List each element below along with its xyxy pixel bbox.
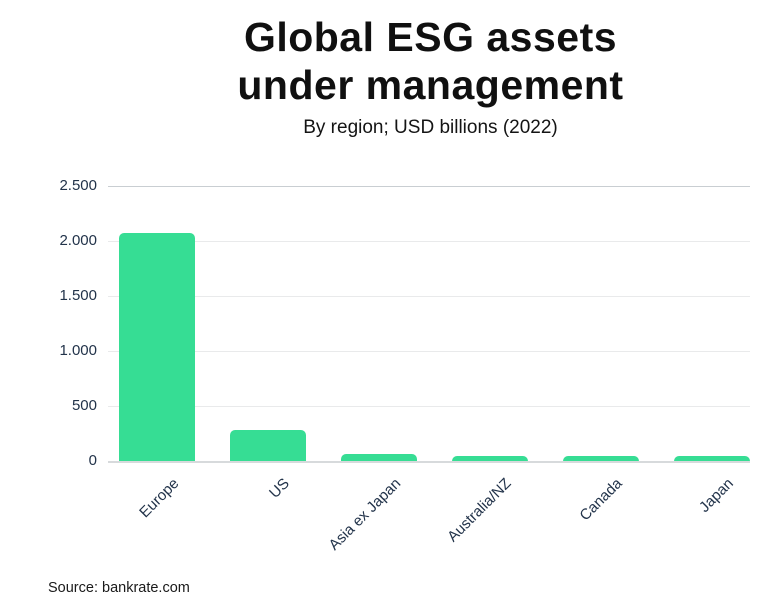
x-axis-tick-label: Japan <box>696 475 738 516</box>
gridline <box>108 241 750 242</box>
x-axis-baseline <box>108 461 750 463</box>
y-axis-tick-label: 1.000 <box>59 342 97 359</box>
y-axis-tick-label: 2.000 <box>59 232 97 249</box>
gridline <box>108 351 750 352</box>
gridline <box>108 406 750 407</box>
bar-asia-ex-japan <box>341 453 417 461</box>
bar-europe <box>119 233 195 461</box>
gridline <box>108 186 750 187</box>
x-axis-tick-label: Asia ex Japan <box>325 475 405 554</box>
y-axis-tick-label: 2.500 <box>59 177 97 194</box>
chart-header: Global ESG assets under management By re… <box>85 14 776 139</box>
chart-title-line-2: under management <box>237 61 624 108</box>
bar-australia-nz <box>452 455 528 461</box>
chart-subtitle: By region; USD billions (2022) <box>303 116 558 138</box>
source-attribution: Source: bankrate.com <box>48 580 190 596</box>
y-axis-tick-label: 500 <box>71 397 97 414</box>
x-axis-tick-label: Australia/NZ <box>444 475 516 546</box>
bar-us <box>230 429 306 461</box>
gridline <box>108 296 750 297</box>
y-axis-tick-label: 1.500 <box>59 287 97 304</box>
bar-canada <box>563 455 639 461</box>
x-axis-tick-label: Canada <box>576 475 627 525</box>
x-axis-tick-label: US <box>266 475 294 502</box>
y-axis-tick-label: 0 <box>88 452 97 469</box>
bar-japan <box>674 456 750 461</box>
chart-title-line-1: Global ESG assets <box>243 14 618 60</box>
x-axis-tick-label: Europe <box>135 475 183 522</box>
